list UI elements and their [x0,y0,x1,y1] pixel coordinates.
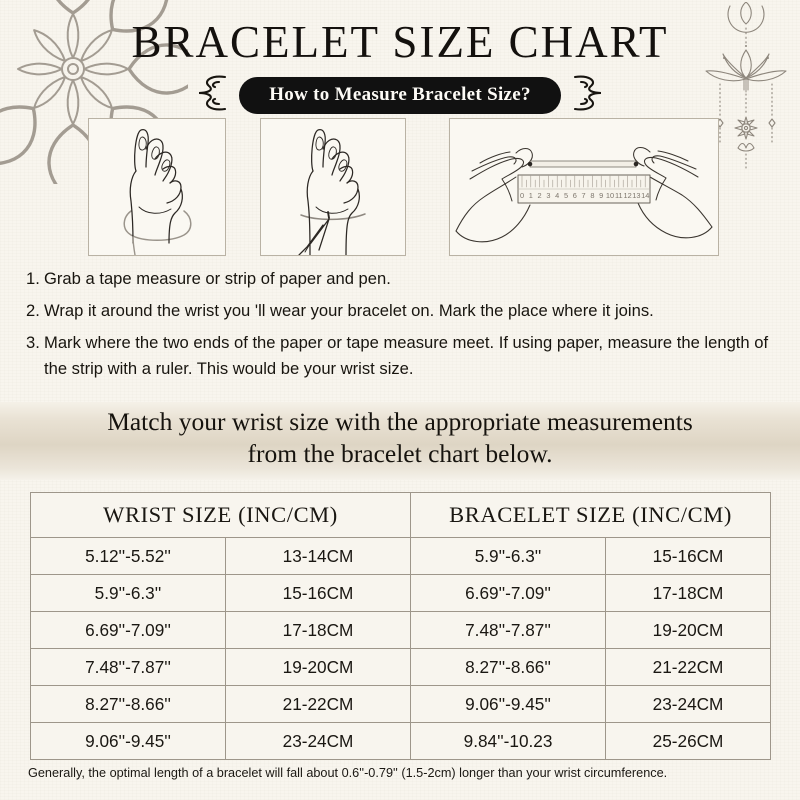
cell-bracelet-cm: 25-26CM [605,722,772,760]
table-row: 5.9''-6.3'' 15-16CM 6.69''-7.09'' 17-18C… [30,574,772,612]
flourish-icon [571,72,605,119]
cell-bracelet-cm: 15-16CM [605,537,772,575]
band-heading-line2: from the bracelet chart below. [247,439,553,469]
page-title: BRACELET SIZE CHART [131,17,669,67]
highlight-band [0,402,800,480]
flourish-icon [195,72,229,119]
table-row: 8.27''-8.66'' 21-22CM 9.06''-9.45'' 23-2… [30,685,772,723]
cell-bracelet-cm: 21-22CM [605,648,772,686]
cell-wrist-cm: 19-20CM [224,648,412,686]
ruler-tick-label: 14 [641,191,649,200]
ruler-tick-label: 10 [606,191,614,200]
cell-bracelet-inch: 9.06''-9.45'' [410,685,607,723]
cell-wrist-cm: 17-18CM [224,611,412,649]
measurement-steps: 1. Grab a tape measure or strip of paper… [26,266,778,388]
band-heading-line1: Match your wrist size with the appropria… [107,407,693,436]
table-row: 6.69''-7.09'' 17-18CM 7.48''-7.87'' 19-2… [30,611,772,649]
step-text: Grab a tape measure or strip of paper an… [44,269,391,288]
column-group-header-wrist: WRIST SIZE (INC/CM) [29,492,412,538]
illustration-hand-with-tape-measure-loop [88,118,226,256]
ruler-tick-label: 4 [555,191,559,200]
cell-bracelet-inch: 9.84''-10.23 [410,722,607,760]
step-number: 1. [26,269,40,288]
cell-bracelet-inch: 6.69''-7.09'' [410,574,607,612]
ruler-tick-label: 0 [520,191,524,200]
ruler-tick-label: 8 [590,191,594,200]
step-number: 2. [26,301,40,321]
how-to-measure-badge-row: How to Measure Bracelet Size? [0,72,800,119]
ruler-tick-label: 13 [632,191,640,200]
cell-bracelet-inch: 8.27''-8.66'' [410,648,607,686]
ruler-tick-label: 7 [582,191,586,200]
band-heading: Match your wrist size with the appropria… [0,406,800,470]
table-row: 7.48''-7.87'' 19-20CM 8.27''-8.66'' 21-2… [30,648,772,686]
ruler-tick-label: 9 [599,191,603,200]
table-row: 5.12''-5.52'' 13-14CM 5.9''-6.3'' 15-16C… [30,537,772,575]
list-item: 1. Grab a tape measure or strip of paper… [26,266,778,291]
step-text: Wrap it around the wrist you 'll wear yo… [44,301,654,321]
cell-bracelet-inch: 5.9''-6.3'' [410,537,607,575]
cell-wrist-cm: 21-22CM [224,685,412,723]
cell-wrist-inch: 6.69''-7.09'' [30,611,226,649]
footer-note: Generally, the optimal length of a brace… [28,766,668,780]
table-row: 9.06''-9.45'' 23-24CM 9.84''-10.23 25-26… [30,722,772,760]
illustration-hand-marking-with-pen [260,118,406,256]
ruler-tick-label: 11 [615,191,623,200]
size-chart-table: WRIST SIZE (INC/CM) BRACELET SIZE (INC/C… [29,492,772,760]
badge-label: How to Measure Bracelet Size? [239,77,561,114]
ruler-tick-label: 5 [564,191,568,200]
step-number: 3. [26,333,40,353]
list-item: 2. Wrap it around the wrist you 'll wear… [26,298,778,323]
cell-wrist-cm: 23-24CM [224,722,412,760]
cell-wrist-inch: 7.48''-7.87'' [30,648,226,686]
cell-bracelet-cm: 23-24CM [605,685,772,723]
cell-wrist-cm: 13-14CM [224,537,412,575]
cell-wrist-inch: 5.12''-5.52'' [30,537,226,575]
cell-bracelet-cm: 17-18CM [605,574,772,612]
step-text: Mark where the two ends of the paper or … [44,333,769,378]
ruler-tick-label: 2 [538,191,542,200]
cell-wrist-inch: 9.06''-9.45'' [30,722,226,760]
cell-bracelet-cm: 19-20CM [605,611,772,649]
ruler-tick-label: 6 [573,191,577,200]
illustration-hands-measuring-strip-with-ruler: 0 1 2 3 4 5 6 7 8 9 10 11 12 13 14 [449,118,719,256]
cell-wrist-cm: 15-16CM [224,574,412,612]
list-item: 3. Mark where the two ends of the paper … [26,330,778,380]
ruler-tick-label: 1 [529,191,533,200]
ruler-tick-label: 12 [623,191,631,200]
cell-wrist-inch: 8.27''-8.66'' [30,685,226,723]
cell-bracelet-inch: 7.48''-7.87'' [410,611,607,649]
cell-wrist-inch: 5.9''-6.3'' [30,574,226,612]
table-header-row: WRIST SIZE (INC/CM) BRACELET SIZE (INC/C… [29,492,772,538]
ruler-tick-label: 3 [546,191,550,200]
column-group-header-bracelet: BRACELET SIZE (INC/CM) [410,492,772,538]
